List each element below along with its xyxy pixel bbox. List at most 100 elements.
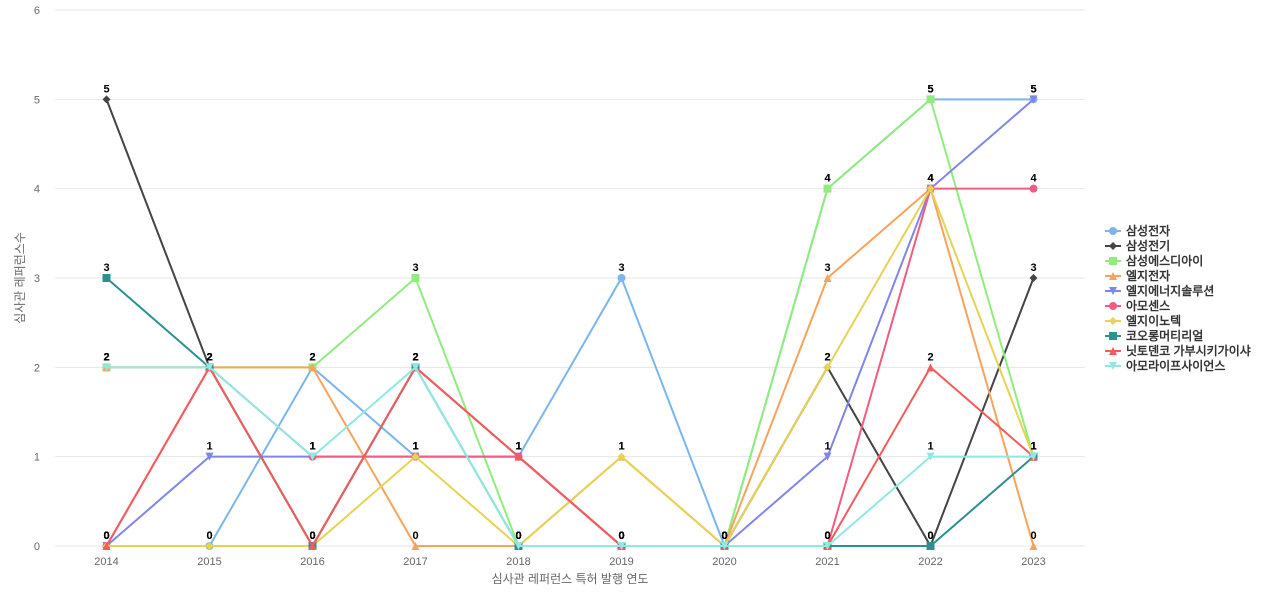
data-label: 0 bbox=[721, 530, 727, 542]
legend-marker bbox=[1109, 317, 1117, 325]
data-label: 3 bbox=[1030, 262, 1036, 274]
data-label: 2 bbox=[824, 351, 830, 363]
data-point bbox=[411, 274, 420, 282]
data-label: 2 bbox=[103, 351, 109, 363]
data-label: 4 bbox=[824, 173, 831, 185]
data-label: 1 bbox=[1030, 441, 1036, 453]
legend-marker bbox=[1109, 332, 1117, 340]
data-label: 0 bbox=[515, 530, 521, 542]
series-line bbox=[105, 98, 1035, 549]
data-label: 1 bbox=[618, 441, 624, 453]
legend-label[interactable]: 코오롱머티리얼 bbox=[1126, 328, 1203, 343]
data-point bbox=[1029, 542, 1038, 550]
data-label: 1 bbox=[412, 441, 418, 453]
data-point bbox=[205, 452, 214, 461]
data-label: 2 bbox=[206, 351, 212, 363]
x-tick-label: 2015 bbox=[197, 556, 221, 568]
data-label: 0 bbox=[824, 530, 830, 542]
legend-label[interactable]: 엘지이노텍 bbox=[1126, 313, 1181, 328]
data-point bbox=[823, 452, 832, 461]
data-point bbox=[102, 363, 111, 372]
y-tick-label: 3 bbox=[34, 273, 40, 285]
data-label: 2 bbox=[927, 351, 933, 363]
data-label: 1 bbox=[515, 441, 521, 453]
data-label: 0 bbox=[103, 530, 109, 542]
data-label: 5 bbox=[103, 83, 109, 95]
data-label: 2 bbox=[206, 351, 212, 363]
data-label: 0 bbox=[103, 530, 109, 542]
legend-label[interactable]: 아모센스 bbox=[1126, 298, 1170, 313]
data-label: 3 bbox=[412, 262, 418, 274]
data-label: 3 bbox=[824, 262, 830, 274]
x-tick-label: 2018 bbox=[506, 556, 530, 568]
data-point bbox=[102, 542, 111, 550]
legend-label[interactable]: 삼성전기 bbox=[1126, 238, 1170, 253]
data-label: 0 bbox=[103, 530, 109, 542]
data-label: 0 bbox=[618, 530, 624, 542]
data-label: 0 bbox=[515, 530, 521, 542]
data-point bbox=[308, 542, 317, 550]
data-label: 2 bbox=[206, 351, 212, 363]
data-label: 1 bbox=[1030, 441, 1036, 453]
x-tick-label: 2017 bbox=[403, 556, 427, 568]
data-label: 0 bbox=[721, 530, 727, 542]
data-point bbox=[1029, 274, 1038, 282]
legend-label[interactable]: 아모라이프사이언스 bbox=[1126, 358, 1225, 373]
data-label: 0 bbox=[721, 530, 727, 542]
data-label: 1 bbox=[412, 441, 418, 453]
data-point bbox=[411, 452, 420, 461]
data-label: 5 bbox=[1030, 83, 1036, 95]
data-label: 1 bbox=[515, 441, 521, 453]
legend-label[interactable]: 엘지에너지솔루션 bbox=[1126, 283, 1214, 298]
x-tick-label: 2014 bbox=[94, 556, 118, 568]
data-label: 4 bbox=[927, 173, 934, 185]
data-label: 1 bbox=[1030, 441, 1036, 453]
data-label: 1 bbox=[927, 441, 933, 453]
x-tick-label: 2016 bbox=[300, 556, 324, 568]
data-label: 1 bbox=[824, 441, 830, 453]
data-point bbox=[926, 363, 935, 372]
y-tick-label: 4 bbox=[34, 184, 40, 196]
data-label: 4 bbox=[927, 173, 934, 185]
data-label: 2 bbox=[103, 351, 109, 363]
data-label: 3 bbox=[103, 262, 109, 274]
legend-label[interactable]: 삼성에스디아이 bbox=[1126, 253, 1203, 268]
data-point bbox=[514, 452, 523, 461]
data-point bbox=[1029, 95, 1038, 104]
data-label: 2 bbox=[412, 351, 418, 363]
x-tick-label: 2023 bbox=[1021, 556, 1045, 568]
data-label: 2 bbox=[309, 351, 315, 363]
data-label: 0 bbox=[618, 530, 624, 542]
data-label: 0 bbox=[412, 530, 418, 542]
data-label: 0 bbox=[721, 530, 727, 542]
data-label: 1 bbox=[412, 441, 418, 453]
x-tick-label: 2021 bbox=[815, 556, 839, 568]
data-point bbox=[102, 274, 111, 282]
data-label: 1 bbox=[515, 441, 521, 453]
data-label: 1 bbox=[412, 441, 418, 453]
data-label: 0 bbox=[721, 530, 727, 542]
legend-marker bbox=[1109, 257, 1117, 265]
legend-label[interactable]: 삼성전자 bbox=[1126, 223, 1170, 238]
data-label: 0 bbox=[824, 530, 830, 542]
data-point bbox=[1029, 452, 1038, 461]
data-point bbox=[102, 95, 111, 104]
data-label: 2 bbox=[103, 351, 109, 363]
data-label: 5 bbox=[1030, 83, 1036, 95]
series-line bbox=[106, 97, 1035, 547]
series-line bbox=[106, 365, 1034, 547]
data-label: 0 bbox=[206, 530, 212, 542]
data-label: 2 bbox=[309, 351, 315, 363]
data-label: 1 bbox=[309, 441, 315, 453]
data-label: 2 bbox=[206, 351, 212, 363]
legend-label[interactable]: 엘지전자 bbox=[1126, 268, 1170, 283]
data-point bbox=[823, 542, 832, 550]
data-label: 4 bbox=[927, 173, 934, 185]
legend-label[interactable]: 닛토덴코 가부시키가이샤 bbox=[1126, 343, 1251, 358]
data-point bbox=[823, 274, 832, 282]
legend-marker bbox=[1109, 227, 1117, 235]
data-label: 0 bbox=[309, 530, 315, 542]
data-label: 0 bbox=[103, 530, 109, 542]
